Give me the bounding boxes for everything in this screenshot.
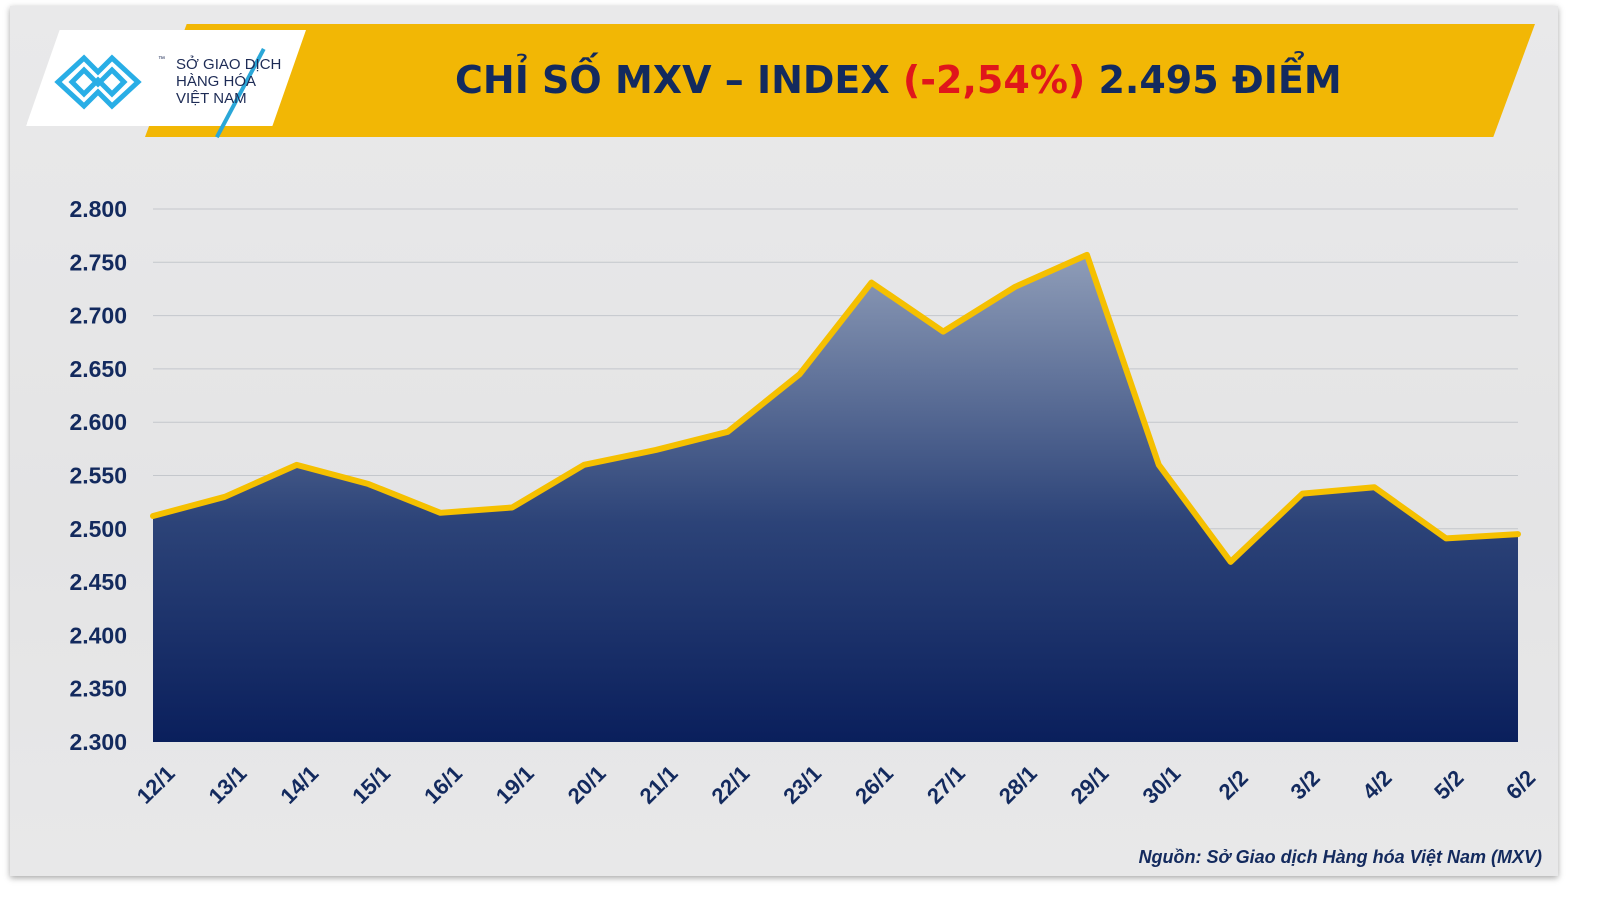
data-point [366, 482, 371, 487]
y-tick-label: 2.750 [69, 249, 127, 275]
mxv-logo-icon [54, 54, 142, 110]
x-tick-label: 12/1 [132, 761, 180, 809]
x-tick-label: 27/1 [922, 761, 970, 809]
logo-text: SỞ GIAO DỊCH HÀNG HÓA VIỆT NAM [176, 56, 281, 107]
data-point [1372, 485, 1377, 490]
x-tick-label: 26/1 [850, 761, 898, 809]
logo-line: VIỆT NAM [176, 90, 247, 107]
data-point [1444, 536, 1449, 541]
x-tick-label: 16/1 [419, 761, 467, 809]
x-tick-label: 4/2 [1357, 765, 1396, 804]
x-tick-label: 19/1 [491, 761, 539, 809]
y-tick-label: 2.800 [69, 196, 127, 222]
x-tick-label: 3/2 [1286, 765, 1325, 804]
data-point [294, 462, 299, 467]
data-point [797, 372, 802, 377]
data-point [151, 514, 155, 519]
logo-line: HÀNG HÓA [176, 73, 257, 90]
source-note: Nguồn: Sở Giao dịch Hàng hóa Việt Nam (M… [1138, 847, 1542, 867]
data-point [510, 505, 515, 510]
area-fill [153, 254, 1518, 742]
trademark: ™ [158, 56, 165, 63]
x-tick-label: 13/1 [204, 761, 252, 809]
data-point [582, 462, 587, 467]
series-line [150, 251, 1521, 565]
data-point [438, 510, 443, 515]
title-change: (-2,54%) [902, 58, 1086, 102]
x-tick-label: 15/1 [347, 761, 395, 809]
data-point [1516, 532, 1520, 537]
data-point [869, 280, 874, 285]
y-tick-label: 2.500 [69, 516, 127, 542]
x-tick-label: 20/1 [563, 761, 611, 809]
logo-line: SỞ GIAO DỊCH [176, 56, 282, 73]
title-banner [145, 24, 1535, 137]
data-point [725, 429, 730, 434]
x-tick-label: 14/1 [275, 761, 323, 809]
data-point [1228, 559, 1233, 564]
data-point [1084, 252, 1089, 257]
x-tick-label: 28/1 [994, 761, 1042, 809]
data-point [941, 329, 946, 334]
x-tick-label: 2/2 [1214, 765, 1253, 804]
y-tick-label: 2.450 [69, 569, 127, 595]
y-tick-label: 2.600 [69, 409, 127, 435]
data-point [1013, 284, 1018, 289]
title-value: 2.495 ĐIỂM [1085, 58, 1342, 102]
x-tick-label: 21/1 [635, 761, 683, 809]
y-tick-label: 2.350 [69, 676, 127, 702]
page-title: CHỈ SỐ MXV – INDEX (-2,54%) 2.495 ĐIỂM [455, 58, 1342, 102]
data-point [222, 494, 227, 499]
x-tick-label: 23/1 [778, 761, 826, 809]
x-tick-label: 6/2 [1501, 765, 1540, 804]
data-point [1300, 491, 1305, 496]
title-text: CHỈ SỐ MXV – INDEX [455, 58, 903, 102]
y-tick-label: 2.550 [69, 463, 127, 489]
y-tick-label: 2.300 [69, 729, 127, 755]
x-tick-label: 29/1 [1066, 761, 1114, 809]
x-tick-label: 30/1 [1138, 761, 1186, 809]
x-tick-label: 5/2 [1429, 765, 1468, 804]
x-tick-label: 22/1 [706, 761, 754, 809]
data-point [653, 447, 658, 452]
y-tick-label: 2.400 [69, 622, 127, 648]
logo [26, 30, 306, 126]
data-point [1156, 462, 1161, 467]
y-tick-label: 2.700 [69, 303, 127, 329]
y-tick-label: 2.650 [69, 356, 127, 382]
